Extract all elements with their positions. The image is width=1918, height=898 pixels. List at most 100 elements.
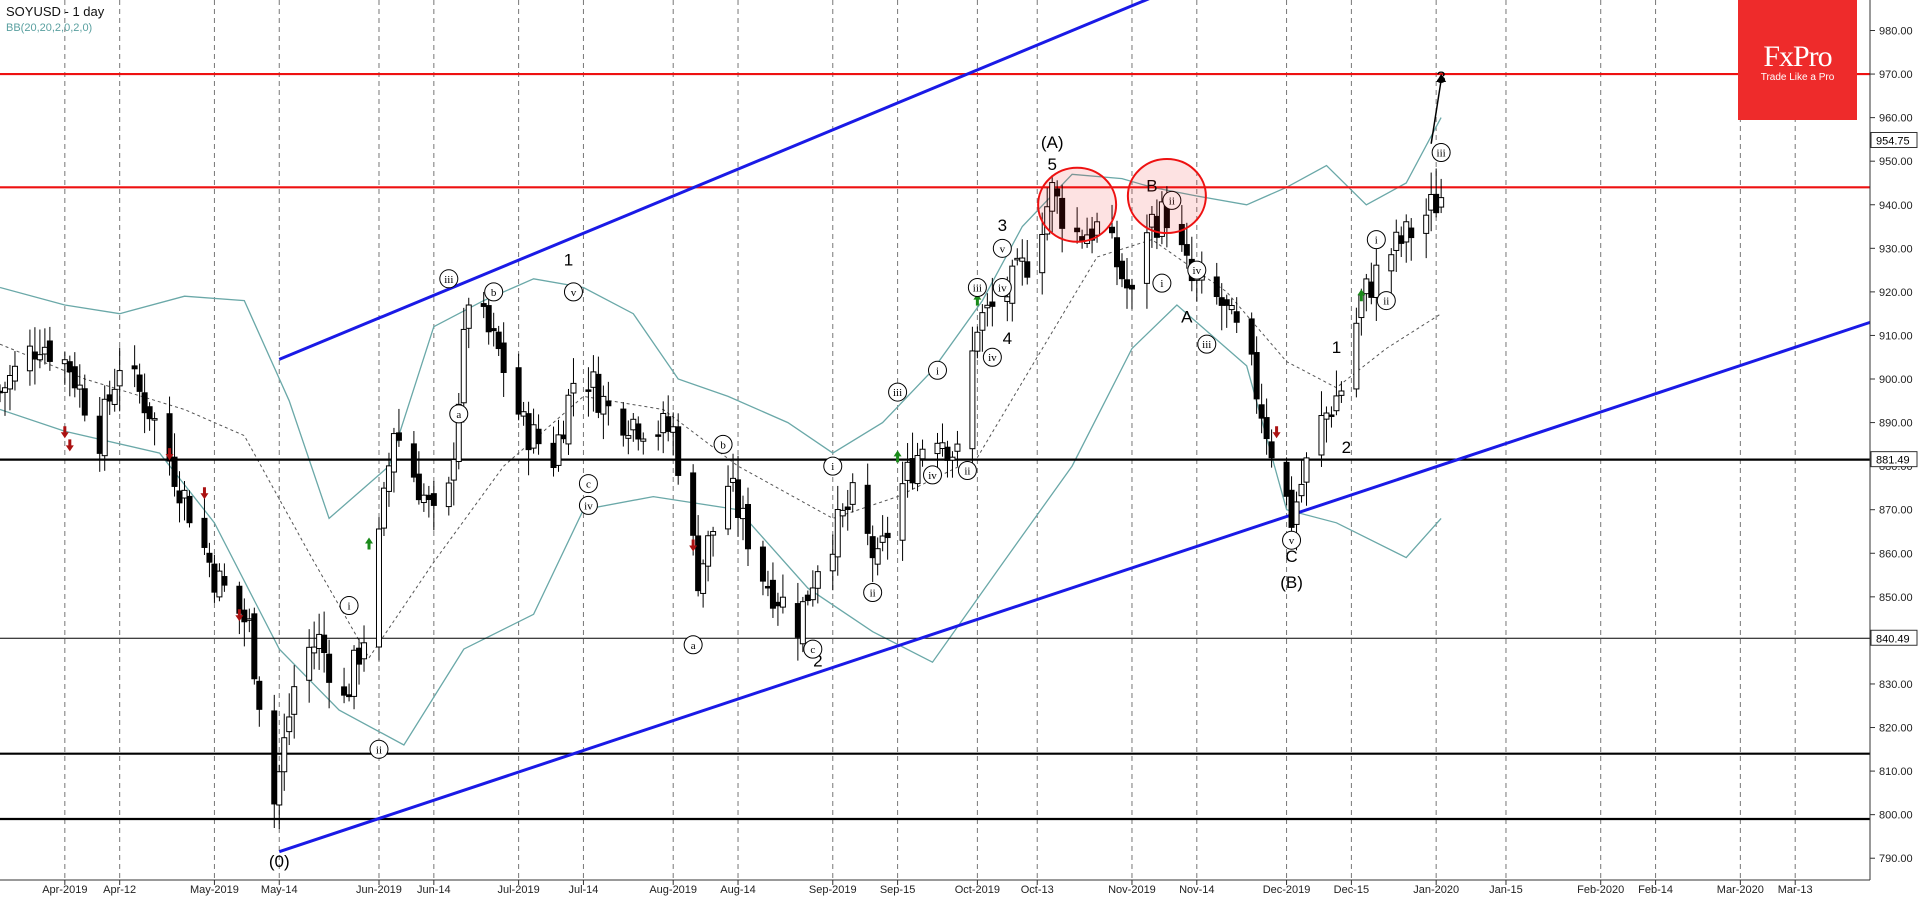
candle-down xyxy=(410,443,417,478)
candle-up xyxy=(1293,501,1300,525)
plot-background xyxy=(0,0,1870,880)
candle-down xyxy=(186,495,193,524)
candle-up xyxy=(565,394,572,445)
candle-down xyxy=(395,432,402,441)
y-tick-label: 810.00 xyxy=(1879,766,1913,778)
circled-label-ring xyxy=(578,495,598,515)
candle-up xyxy=(181,489,188,499)
y-tick-label: 850.00 xyxy=(1879,592,1913,604)
bollinger-upper-band xyxy=(0,117,1442,520)
candle-up xyxy=(710,531,717,536)
candle-up xyxy=(1014,257,1021,261)
x-tick-label: Apr-2019 xyxy=(42,884,87,896)
y-tick-label: 820.00 xyxy=(1879,723,1913,735)
candle-up xyxy=(1094,221,1101,236)
x-tick-label: May-2019 xyxy=(190,884,239,896)
candle-up xyxy=(630,418,637,431)
circled-label-text: a xyxy=(691,640,696,652)
candle-down xyxy=(430,493,437,506)
wave-label: 2 xyxy=(1342,438,1351,457)
circled-wave-label: v xyxy=(563,282,583,302)
candle-up xyxy=(974,331,981,352)
candle-up xyxy=(1,387,8,393)
candle-up xyxy=(1423,214,1430,234)
candle-up xyxy=(520,411,527,417)
circled-wave-label: c xyxy=(803,639,823,659)
circled-wave-label: iii xyxy=(1197,334,1217,354)
candle-up xyxy=(919,448,926,460)
x-tick-label: Sep-2019 xyxy=(809,884,857,896)
circled-wave-label: i xyxy=(823,456,843,476)
chart-title: SOYUSD - 1 day xyxy=(6,4,105,19)
wave-label: 3 xyxy=(1436,68,1445,87)
last-price-tag-text: 954.75 xyxy=(1876,135,1910,147)
projection-arrow-head xyxy=(1436,74,1447,83)
candle-down xyxy=(1213,276,1220,298)
circled-label-ring xyxy=(1366,230,1386,250)
signal-arrow-down xyxy=(165,448,174,461)
y-tick-label: 950.00 xyxy=(1879,156,1913,168)
y-tick-label: 860.00 xyxy=(1879,548,1913,560)
circled-wave-label: i xyxy=(1366,230,1386,250)
candle-down xyxy=(535,428,542,445)
circled-label-text: iv xyxy=(988,352,997,364)
circled-label-ring xyxy=(803,639,823,659)
candle-up xyxy=(6,375,13,390)
circled-label-text: i xyxy=(1375,235,1378,247)
logo-brand-name: FxPro xyxy=(1763,40,1832,73)
circled-label-ring xyxy=(957,460,977,480)
candle-up xyxy=(834,509,841,558)
candle-up xyxy=(829,553,836,572)
candle-down xyxy=(695,535,702,592)
candle-up xyxy=(1303,457,1310,483)
circled-label-ring xyxy=(1376,291,1396,311)
y-tick-label: 900.00 xyxy=(1879,374,1913,386)
candle-down xyxy=(211,563,218,593)
circled-label-ring xyxy=(1197,334,1217,354)
candle-up xyxy=(380,487,387,529)
circled-wave-label: ii xyxy=(1376,291,1396,311)
grid-lines xyxy=(64,0,1796,880)
candle-down xyxy=(1223,299,1230,306)
circled-label-text: b xyxy=(720,439,726,451)
candle-up xyxy=(700,563,707,594)
circled-wave-label: ii xyxy=(957,460,977,480)
candle-down xyxy=(944,446,951,461)
signal-arrow-down xyxy=(235,609,244,622)
candle-up xyxy=(809,587,816,601)
y-tick-label: 960.00 xyxy=(1879,113,1913,125)
candle-up xyxy=(600,395,607,415)
candle-down xyxy=(1183,244,1190,256)
candle-up xyxy=(530,424,537,449)
candle-up xyxy=(1004,296,1011,302)
candle-down xyxy=(495,331,502,350)
level-price-tag-text: 881.49 xyxy=(1876,455,1910,467)
circled-label-text: iv xyxy=(584,500,593,512)
circled-label-text: iii xyxy=(893,387,902,399)
circled-label-ring xyxy=(339,596,359,616)
candle-up xyxy=(1428,193,1435,211)
circled-label-ring xyxy=(982,347,1002,367)
circled-wave-label: c xyxy=(578,474,598,494)
circled-label-text: iv xyxy=(1193,265,1202,277)
wave-labels: (0)12(A)534BAC(B)123iiibaviiicivbaciiiii… xyxy=(269,68,1451,871)
candle-up xyxy=(375,528,382,648)
candle-up xyxy=(914,455,921,485)
candle-down xyxy=(515,367,522,415)
circled-label-text: i xyxy=(936,365,939,377)
candle-down xyxy=(31,351,38,360)
candle-down xyxy=(271,710,278,805)
candle-up xyxy=(625,435,632,439)
x-tick-label: Jan-2020 xyxy=(1413,884,1459,896)
circled-label-text: i xyxy=(348,601,351,613)
candle-down xyxy=(251,613,258,680)
y-tick-label: 940.00 xyxy=(1879,200,1913,212)
wave-label: 5 xyxy=(1047,155,1056,174)
x-tick-label: Jun-2019 xyxy=(356,884,402,896)
candle-up xyxy=(725,485,732,530)
signal-arrow-down xyxy=(65,439,74,452)
circled-label-ring xyxy=(863,582,883,602)
channel-line xyxy=(278,0,1150,361)
candle-up xyxy=(969,350,976,450)
level-price-tag-box xyxy=(1870,629,1918,646)
